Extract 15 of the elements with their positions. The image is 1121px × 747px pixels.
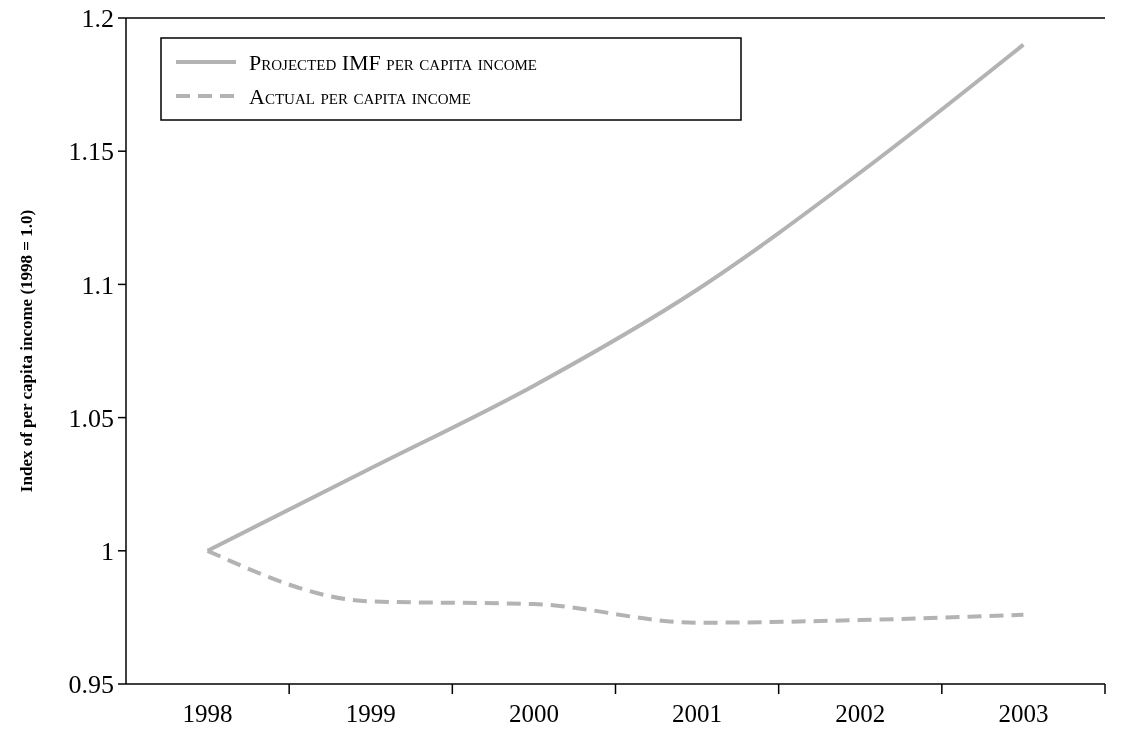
y-tick-label: 1: [101, 536, 114, 566]
x-tick-label: 1998: [182, 700, 233, 727]
legend-label: Projected IMF per capita income: [249, 49, 538, 75]
legend-label: Actual per capita income: [249, 83, 472, 109]
x-tick-label: 1999: [345, 700, 396, 727]
x-tick-label: 2001: [672, 700, 723, 727]
y-tick-label: 1.1: [81, 270, 114, 300]
x-tick-label: 2002: [835, 700, 886, 727]
y-tick-label: 1.05: [68, 403, 114, 433]
y-tick-label: 1.2: [81, 4, 114, 34]
y-axis-title: Index of per capita income (1998 = 1.0): [17, 209, 36, 493]
x-tick-label: 2003: [998, 700, 1049, 727]
x-tick-label: 2000: [508, 700, 559, 727]
y-tick-label: 1.15: [68, 137, 114, 167]
y-tick-label: 0.95: [68, 670, 114, 700]
